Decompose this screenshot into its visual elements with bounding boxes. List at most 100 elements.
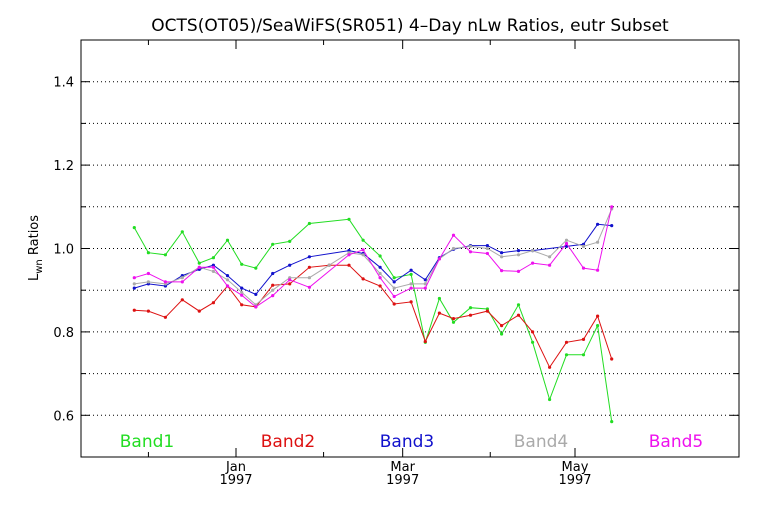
data-point-band1 — [500, 332, 504, 336]
data-point-band3 — [378, 265, 382, 269]
chart-title: OCTS(OT05)/SeaWiFS(SR051) 4–Day nLw Rati… — [151, 16, 669, 36]
data-point-band3 — [240, 286, 244, 290]
data-point-band4 — [548, 255, 552, 259]
legend-entry-band5: Band5 — [649, 432, 703, 452]
legend-entry-band3: Band3 — [380, 432, 434, 452]
data-point-band4 — [516, 253, 521, 257]
data-point-band2 — [211, 301, 215, 305]
data-point-band5 — [610, 205, 614, 209]
data-point-band2 — [307, 265, 311, 269]
y-tick-labels: 0.6 0.8 1.0 1.2 1.4 — [53, 76, 74, 425]
data-point-band3 — [271, 271, 275, 276]
data-point-band4 — [451, 246, 456, 251]
data-point-band1 — [531, 340, 535, 344]
data-point-band5 — [409, 286, 413, 290]
data-point-band4 — [180, 276, 184, 280]
data-point-band4 — [225, 278, 230, 282]
data-point-band5 — [392, 294, 396, 299]
x-tick-label-month: Jan — [225, 460, 246, 475]
data-point-band1 — [468, 306, 473, 310]
legend-entry-band2: Band2 — [261, 432, 315, 452]
legend: Band1 Band2 Band3 Band4 Band5 — [120, 432, 703, 452]
data-point-band1 — [197, 261, 201, 265]
data-point-band1 — [163, 253, 167, 257]
data-point-band3 — [288, 263, 292, 267]
data-point-band2 — [581, 337, 586, 341]
series-line-band3 — [134, 223, 612, 296]
data-point-band5 — [378, 276, 382, 280]
data-point-band4 — [485, 246, 489, 251]
x-tick-label-year: 1997 — [219, 473, 252, 488]
data-point-band5 — [361, 248, 365, 252]
data-point-band5 — [288, 278, 292, 282]
data-point-band1 — [548, 397, 552, 402]
data-point-band1 — [132, 226, 136, 230]
data-point-band2 — [485, 309, 489, 313]
data-point-band1 — [361, 238, 365, 242]
data-point-band3 — [307, 255, 311, 259]
data-point-band4 — [132, 282, 136, 286]
data-point-band4 — [531, 249, 535, 253]
data-point-band3 — [409, 268, 413, 272]
data-point-band5 — [468, 250, 473, 254]
data-point-band2 — [392, 302, 396, 306]
data-point-band1 — [288, 239, 292, 243]
data-point-band4 — [146, 280, 150, 284]
data-point-band5 — [211, 265, 215, 269]
data-point-band1 — [409, 272, 413, 276]
data-point-band2 — [378, 284, 382, 288]
data-point-band1 — [180, 230, 184, 234]
data-point-band2 — [423, 339, 427, 344]
data-point-band3 — [392, 280, 396, 284]
data-point-band5 — [254, 305, 258, 309]
data-point-band2 — [531, 330, 535, 334]
data-point-band4 — [211, 269, 215, 273]
data-point-band5 — [485, 251, 489, 256]
x-tick-label-year: 1997 — [386, 473, 419, 488]
data-point-band5 — [271, 294, 275, 298]
data-point-band4 — [240, 290, 244, 294]
y-tick-label: 0.8 — [53, 326, 74, 341]
data-point-band2 — [180, 298, 184, 302]
data-point-band4 — [468, 244, 473, 248]
data-point-band1 — [610, 420, 614, 424]
data-point-band5 — [423, 286, 427, 290]
data-point-band1 — [225, 238, 230, 242]
x-tick-label-month: Mar — [390, 460, 415, 475]
legend-entry-band1: Band1 — [120, 432, 174, 452]
x-tick-label-year: 1997 — [558, 473, 591, 488]
series-group — [132, 205, 614, 424]
data-point-band1 — [437, 296, 441, 301]
data-point-band1 — [271, 242, 275, 246]
data-point-band4 — [271, 288, 275, 292]
data-point-band1 — [581, 353, 586, 357]
data-point-band4 — [581, 244, 586, 248]
data-point-band3 — [254, 292, 258, 296]
data-point-band5 — [531, 261, 535, 265]
data-point-band3 — [610, 224, 614, 228]
data-point-band5 — [146, 271, 150, 276]
data-point-band4 — [307, 276, 311, 280]
data-point-band1 — [240, 262, 244, 266]
data-point-band5 — [548, 263, 552, 267]
data-point-band5 — [163, 280, 167, 284]
series-layer — [132, 205, 614, 424]
data-point-band3 — [485, 244, 489, 248]
data-point-band2 — [347, 263, 351, 267]
data-point-band5 — [516, 269, 521, 273]
y-axis-label: Lwn Ratios — [27, 215, 45, 281]
series-line-band1 — [133, 218, 613, 422]
data-point-band4 — [327, 263, 331, 267]
data-point-band1 — [307, 221, 311, 226]
series-line-band2 — [134, 264, 613, 369]
data-point-band1 — [211, 256, 215, 260]
data-point-band2 — [451, 317, 456, 321]
data-point-band4 — [423, 282, 427, 286]
legend-entry-band4: Band4 — [514, 432, 568, 452]
data-point-band1 — [347, 217, 351, 221]
data-point-band2 — [197, 309, 201, 313]
axis-ticks — [81, 40, 739, 457]
data-point-band2 — [516, 313, 521, 317]
data-point-band3 — [564, 244, 569, 248]
